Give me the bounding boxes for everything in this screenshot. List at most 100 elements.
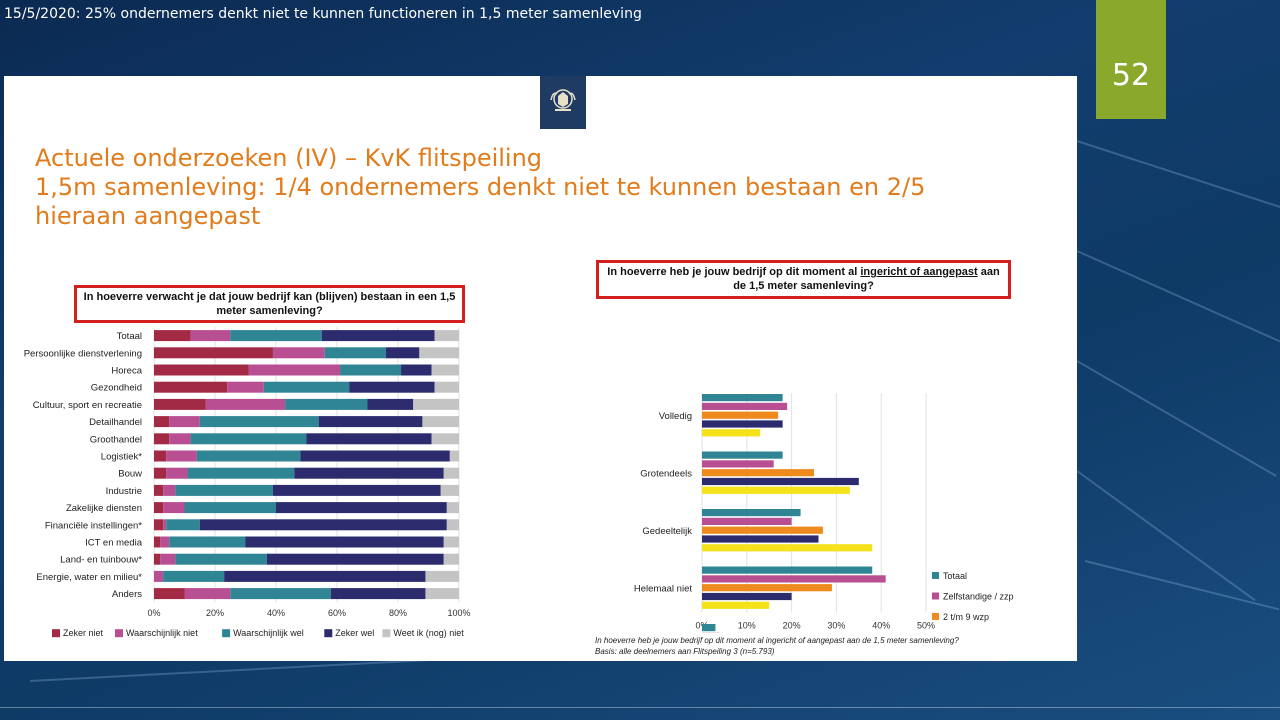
bar-segment-zeker-wel	[266, 553, 444, 565]
bar-segment-weet-ik-nog-niet	[419, 347, 459, 359]
footnote-basis: Basis: alle deelnemers aan Flitspeiling …	[595, 647, 775, 656]
bar-segment-zeker-niet	[154, 536, 161, 548]
bar-segment-waarschijnlijk-wel	[263, 381, 350, 393]
bar-10-t-m-49-wzp	[702, 535, 819, 543]
bar-segment-weet-ik-nog-niet	[434, 381, 459, 393]
bar-segment-waarschijnlijk-niet	[272, 347, 325, 359]
x-tick-label: 20%	[783, 621, 801, 631]
category-label: Grotendeels	[640, 469, 692, 480]
category-label: Industrie	[106, 486, 142, 497]
heading-line-3: hieraan aangepast	[35, 202, 261, 230]
bar-segment-zeker-niet	[154, 450, 167, 462]
bar-2-t-m-9-wzp	[702, 526, 823, 534]
legend-swatch	[324, 629, 333, 638]
coat-of-arms-icon	[550, 89, 576, 111]
bar-segment-zeker-niet	[154, 398, 206, 410]
legend-label: Totaal	[943, 571, 967, 581]
content-panel: Actuele onderzoeken (IV) – KvK flitspeil…	[4, 76, 1077, 661]
bar-10-t-m-49-wzp	[702, 420, 783, 428]
category-label: Gezondheid	[91, 383, 142, 394]
bar-totaal	[702, 451, 783, 459]
bar-segment-weet-ik-nog-niet	[413, 398, 459, 410]
category-label: Totaal	[117, 331, 142, 342]
x-tick-label: 10%	[738, 621, 756, 631]
bar-segment-zeker-wel	[318, 416, 423, 428]
grouped-bar-chart: 0%10%20%30%40%50%VolledigGrotendeelsGede…	[634, 393, 1014, 634]
legend-label: 10 t/m 49 wzp	[943, 633, 999, 634]
legend-swatch	[932, 613, 939, 620]
bar-segment-waarschijnlijk-wel	[190, 433, 307, 445]
category-label: Land- en tuinbouw*	[60, 555, 142, 566]
bar-zelfstandige-zzp	[702, 575, 886, 583]
bar-segment-weet-ik-nog-niet	[443, 536, 459, 548]
bar-segment-waarschijnlijk-wel	[175, 484, 273, 496]
bar-segment-waarschijnlijk-wel	[324, 347, 386, 359]
bar-segment-zeker-niet	[154, 484, 164, 496]
bar-segment-weet-ik-nog-niet	[422, 416, 459, 428]
x-tick-label: 30%	[827, 621, 845, 631]
legend-swatch	[932, 572, 939, 579]
bar-zelfstandige-zzp	[702, 517, 792, 525]
legend-label: 2 t/m 9 wzp	[943, 612, 989, 622]
bar-segment-zeker-wel	[245, 536, 444, 548]
bar-segment-weet-ik-nog-niet	[425, 588, 459, 600]
bar-segment-waarschijnlijk-wel	[199, 416, 319, 428]
bar-segment-weet-ik-nog-niet	[431, 364, 459, 376]
bar-segment-weet-ik-nog-niet	[443, 467, 459, 479]
category-label: Groothandel	[90, 434, 142, 445]
bar-segment-zeker-wel	[306, 433, 432, 445]
bar-segment-weet-ik-nog-niet	[449, 450, 459, 462]
stacked-bar-chart: 0% 20% 40% 60% 80% 100% Totaal Persoonlijke die…	[24, 327, 471, 638]
page-number-badge: 52	[1096, 0, 1166, 119]
bar-segment-waarschijnlijk-niet	[166, 467, 188, 479]
bar-50-t-m-249-wzp	[702, 429, 761, 437]
bar-2-t-m-9-wzp	[702, 469, 814, 477]
bar-totaal	[702, 624, 716, 632]
bar-segment-zeker-wel	[300, 450, 450, 462]
legend-label: Zeker wel	[335, 628, 374, 638]
bar-segment-zeker-wel	[294, 467, 444, 479]
bar-50-t-m-249-wzp	[702, 486, 850, 494]
category-label: Persoonlijke dienstverlening	[24, 348, 142, 359]
bar-segment-zeker-niet	[154, 381, 228, 393]
category-label: Gedeeltelijk	[642, 526, 692, 537]
bar-segment-waarschijnlijk-niet	[248, 364, 341, 376]
bar-segment-waarschijnlijk-niet	[163, 484, 176, 496]
bar-segment-zeker-niet	[154, 502, 164, 514]
government-logo	[540, 76, 586, 129]
bar-segment-zeker-wel	[385, 347, 420, 359]
x-tick-label: 80%	[389, 608, 407, 618]
category-label: Detailhandel	[89, 417, 142, 428]
bar-segment-waarschijnlijk-niet	[154, 570, 164, 582]
right-chart-footnote: In hoeverre heb je jouw bedrijf op dit m…	[595, 635, 1065, 657]
x-tick-label: 0%	[147, 608, 160, 618]
bar-segment-waarschijnlijk-niet	[227, 381, 264, 393]
category-label: Financiële instellingen*	[45, 520, 142, 531]
bar-segment-zeker-niet	[154, 433, 170, 445]
bar-segment-waarschijnlijk-wel	[230, 588, 331, 600]
bar-segment-waarschijnlijk-niet	[169, 416, 200, 428]
bar-segment-waarschijnlijk-niet	[169, 433, 191, 445]
bar-segment-zeker-niet	[154, 364, 249, 376]
bar-segment-waarschijnlijk-wel	[285, 398, 368, 410]
legend-label: Waarschijnlijk niet	[126, 628, 198, 638]
slide-title: 15/5/2020: 25% ondernemers denkt niet te…	[4, 6, 642, 22]
bar-segment-zeker-niet	[154, 416, 170, 428]
category-label: Energie, water en milieu*	[36, 572, 142, 583]
page-number: 52	[1111, 58, 1151, 93]
bar-segment-waarschijnlijk-wel	[169, 536, 246, 548]
bar-segment-waarschijnlijk-niet	[163, 519, 167, 531]
slide-heading: Actuele onderzoeken (IV) – KvK flitspeil…	[35, 144, 1075, 231]
legend-label: Waarschijnlijk wel	[233, 628, 304, 638]
bar-segment-waarschijnlijk-wel	[187, 467, 295, 479]
right-question-part2: aan de 1,5 meter samenleving?	[733, 266, 1000, 292]
legend-swatch	[932, 592, 939, 600]
right-question-part1: In hoeverre heb je jouw bedrijf op dit m…	[607, 266, 861, 278]
bar-10-t-m-49-wzp	[702, 477, 859, 486]
bottom-divider	[0, 707, 1280, 708]
bar-segment-waarschijnlijk-wel	[230, 330, 322, 342]
bar-segment-zeker-niet	[154, 588, 185, 600]
category-label: Volledig	[659, 411, 692, 422]
category-label: Helemaal niet	[634, 584, 692, 595]
right-chart-question: In hoeverre heb je jouw bedrijf op dit m…	[596, 260, 1011, 299]
